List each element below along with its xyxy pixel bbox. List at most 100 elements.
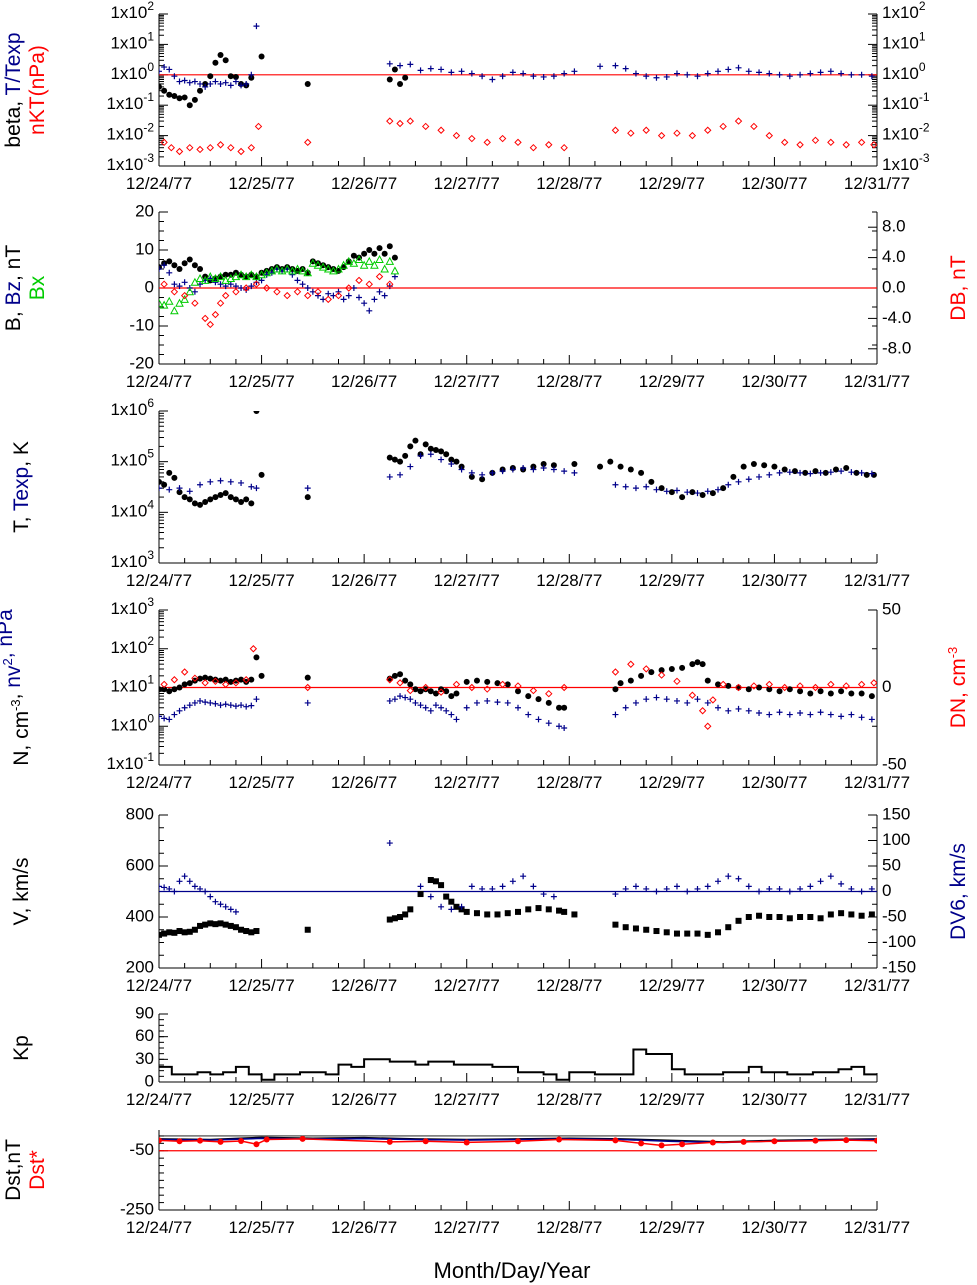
data-point (838, 468, 845, 475)
data-point (560, 143, 568, 152)
data-point (176, 1138, 183, 1145)
data-point (227, 73, 234, 80)
data-point (715, 68, 722, 75)
data-point (479, 73, 486, 80)
data-point (725, 924, 732, 931)
data-point (180, 291, 189, 300)
x-tick-label: 12/25/77 (228, 976, 294, 995)
x-tick-label: 12/28/77 (536, 1218, 602, 1237)
data-point (160, 680, 168, 689)
data-point (643, 926, 650, 933)
y-tick-label: -20 (129, 353, 154, 372)
data-point (786, 469, 793, 476)
data-point (807, 470, 814, 477)
x-tick-label: 12/24/77 (126, 976, 192, 995)
data-point (339, 260, 348, 269)
y-tick-label: 60 (135, 1026, 154, 1045)
data-point (627, 677, 634, 684)
data-point (253, 696, 260, 703)
data-point (704, 883, 711, 890)
data-point (202, 498, 209, 505)
y-tick-label: 1x105 (110, 447, 154, 470)
data-point (232, 908, 239, 915)
data-point (248, 500, 255, 507)
data-point (494, 680, 501, 687)
data-point (468, 473, 475, 480)
data-point (181, 94, 188, 101)
data-point (375, 254, 384, 263)
y-axis-label-2: nKT(nPa) (26, 45, 49, 135)
data-point (838, 688, 845, 695)
data-point (489, 76, 496, 83)
data-point (217, 702, 224, 709)
data-point (227, 922, 234, 929)
data-point (263, 271, 270, 278)
data-point (807, 883, 814, 890)
data-point (657, 671, 666, 679)
y-axis-label-2: Dst* (26, 1150, 49, 1190)
data-point (663, 885, 670, 892)
data-point (314, 288, 322, 296)
data-point (622, 924, 629, 931)
data-point (679, 664, 686, 671)
data-point (200, 275, 210, 284)
data-point (560, 683, 568, 692)
data-point (842, 682, 850, 690)
data-point (545, 720, 552, 727)
x-tick-label: 12/31/77 (844, 1218, 910, 1237)
y-tick-label: 1x102 (110, 0, 154, 22)
data-point (232, 924, 239, 931)
x-tick-label: 12/25/77 (228, 1090, 294, 1109)
data-point (294, 277, 301, 284)
data-point (298, 266, 307, 275)
data-point (402, 452, 409, 459)
data-point (386, 675, 393, 682)
data-point (359, 260, 369, 269)
data-point (643, 885, 650, 892)
data-point (207, 275, 214, 282)
data-point (848, 690, 855, 697)
data-point (243, 496, 250, 503)
data-point (386, 916, 393, 923)
data-point (432, 446, 439, 453)
data-point (632, 925, 639, 932)
data-point (289, 271, 296, 278)
x-tick-label: 12/24/77 (126, 174, 192, 193)
data-point (222, 283, 229, 290)
data-point (719, 122, 727, 131)
data-point (535, 696, 542, 703)
data-point (197, 80, 204, 87)
data-point (756, 912, 763, 919)
data-point (817, 469, 824, 476)
series-density-blue (159, 693, 875, 732)
data-point (427, 877, 434, 884)
data-point (868, 470, 875, 477)
data-point (201, 314, 209, 323)
data-point (243, 678, 250, 685)
data-point (776, 709, 783, 716)
data-point (781, 466, 788, 473)
data-point (207, 80, 214, 87)
data-point (673, 883, 680, 890)
data-point (858, 469, 865, 476)
data-point (318, 262, 328, 271)
panel-bfield: 12/24/77 12/25/77 12/26/77 12/27/77 12/28/77… (2, 201, 970, 391)
data-point (612, 1137, 619, 1144)
data-point (663, 696, 670, 703)
data-point (252, 272, 261, 281)
data-point (159, 298, 164, 307)
data-point (232, 73, 239, 80)
data-point (345, 284, 353, 292)
data-point (159, 266, 162, 272)
data-point (766, 711, 773, 718)
data-point (207, 675, 214, 682)
data-point (166, 91, 173, 98)
x-tick-label: 12/29/77 (639, 372, 705, 391)
data-point (191, 262, 198, 269)
x-tick-label: 12/29/77 (639, 773, 705, 792)
data-point (622, 483, 629, 490)
data-point (288, 266, 297, 275)
data-point (571, 460, 578, 467)
series-velocity-black (159, 877, 875, 938)
data-point (858, 714, 865, 721)
